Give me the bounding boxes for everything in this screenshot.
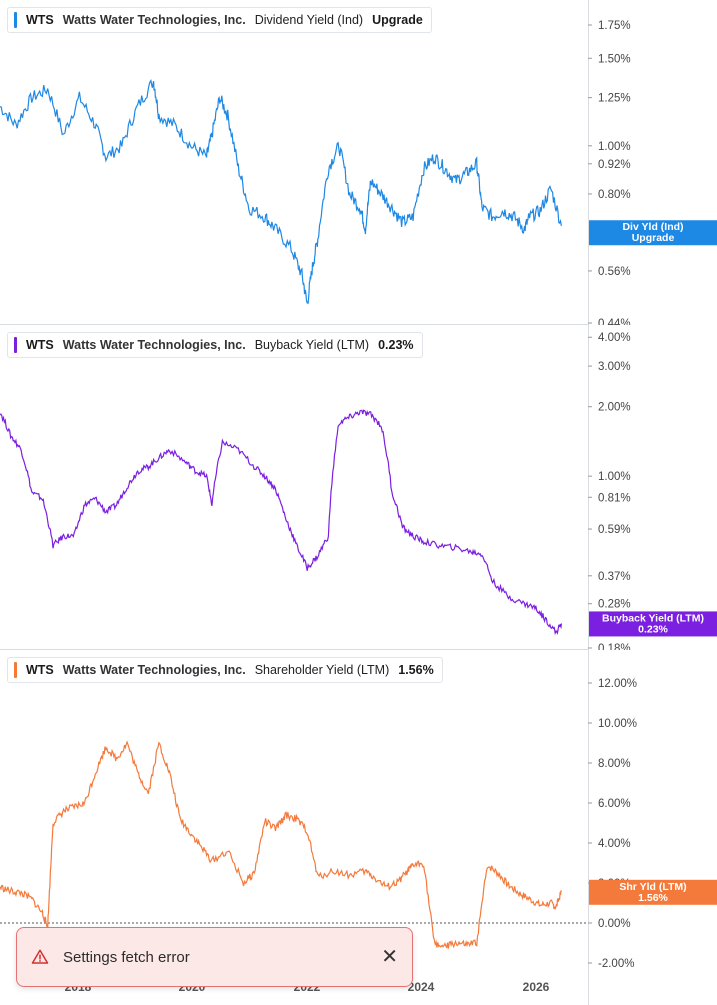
x-axis-label: 2024 — [407, 980, 435, 994]
y-tick-label: 1.00% — [598, 141, 631, 153]
y-tick-label: 1.50% — [598, 53, 631, 65]
legend-value: 1.56% — [398, 663, 434, 677]
legend-metric: Buyback Yield (LTM) — [254, 338, 370, 352]
y-tick-label: 2.00% — [598, 402, 631, 414]
current-value-tag-text: Div Yld (Ind) — [622, 221, 683, 233]
dividend-yield-chart-panel: 1.75% 1.50% 1.25% 1.00% 0.92% 0.80% 0.56% 0.44%… — [0, 0, 717, 325]
dividend-yield-chart: 1.75% 1.50% 1.25% 1.00% 0.92% 0.80% 0.56% 0.44%… — [0, 20, 717, 325]
legend-ticker: WTS — [26, 338, 54, 352]
close-icon[interactable]: ✕ — [381, 946, 398, 968]
y-tick-label: 0.80% — [598, 189, 631, 201]
series-color-swatch — [14, 337, 17, 353]
y-tick-label: 10.00% — [598, 718, 637, 730]
y-tick-label: 0.81% — [598, 492, 631, 504]
buyback-yield-chart: 4.00% 3.00% 2.00% 1.00% 0.81% 0.59% 0.37% 0.28%… — [0, 332, 717, 650]
warning-triangle-icon — [31, 949, 49, 964]
current-value-tag-text: Shr Yld (LTM) — [619, 881, 686, 893]
buyback-yield-chart-panel: 4.00% 3.00% 2.00% 1.00% 0.81% 0.59% 0.37% 0.28%… — [0, 325, 717, 650]
series-line — [0, 79, 562, 305]
y-tick-label: 3.00% — [598, 361, 631, 373]
error-toast: Settings fetch error ✕ — [16, 927, 413, 987]
legend-ticker: WTS — [26, 663, 54, 677]
y-tick-label: 1.75% — [598, 20, 631, 32]
chart-legend[interactable]: WTS Watts Water Technologies, Inc. Share… — [7, 657, 443, 683]
chart-legend[interactable]: WTS Watts Water Technologies, Inc. Buyba… — [7, 332, 423, 358]
legend-value: Upgrade — [372, 13, 423, 27]
current-value-tag-text: 1.56% — [638, 892, 668, 904]
chart-legend[interactable]: WTS Watts Water Technologies, Inc. Divid… — [7, 7, 432, 33]
y-tick-label: 4.00% — [598, 838, 631, 850]
current-value-tag — [589, 220, 717, 246]
x-axis-label: 2026 — [522, 980, 550, 994]
shareholder-yield-chart: 12.00%10.00%8.00%6.00%4.00%2.00%0.00%-2.… — [0, 678, 717, 970]
legend-company: Watts Water Technologies, Inc. — [62, 338, 246, 352]
current-value-tag — [589, 611, 717, 637]
series-color-swatch — [14, 12, 17, 28]
toast-message: Settings fetch error — [63, 948, 190, 966]
y-tick-label: 0.92% — [598, 159, 631, 171]
legend-metric: Shareholder Yield (LTM) — [254, 663, 390, 677]
panel-divider — [0, 324, 588, 325]
legend-metric: Dividend Yield (Ind) — [254, 13, 364, 27]
y-tick-label: 8.00% — [598, 758, 631, 770]
y-tick-label: 12.00% — [598, 678, 637, 690]
legend-ticker: WTS — [26, 13, 54, 27]
y-tick-label: 0.28% — [598, 599, 631, 611]
y-tick-label: 0.00% — [598, 918, 631, 930]
series-color-swatch — [14, 662, 17, 678]
current-value-tag-text: 0.23% — [638, 623, 668, 635]
current-value-tag — [589, 879, 717, 905]
panel-divider — [0, 649, 588, 650]
current-value-tag-text: Upgrade — [632, 232, 675, 244]
series-line — [0, 740, 562, 949]
y-tick-label: -2.00% — [598, 958, 634, 970]
series-line — [0, 409, 562, 636]
shareholder-yield-chart-panel: 12.00%10.00%8.00%6.00%4.00%2.00%0.00%-2.… — [0, 650, 717, 1005]
y-tick-label: 4.00% — [598, 332, 631, 344]
y-tick-label: 1.00% — [598, 471, 631, 483]
y-axis-line — [588, 0, 589, 1005]
y-tick-label: 0.44% — [598, 318, 631, 325]
current-value-tag-text: Buyback Yield (LTM) — [602, 612, 704, 624]
y-tick-label: 0.37% — [598, 571, 631, 583]
legend-value: 0.23% — [378, 338, 414, 352]
y-tick-label: 1.25% — [598, 93, 631, 105]
y-tick-label: 0.56% — [598, 266, 631, 278]
y-tick-label: 0.59% — [598, 524, 631, 536]
legend-company: Watts Water Technologies, Inc. — [62, 663, 246, 677]
y-tick-label: 0.18% — [598, 643, 631, 650]
legend-company: Watts Water Technologies, Inc. — [62, 13, 246, 27]
y-tick-label: 6.00% — [598, 798, 631, 810]
